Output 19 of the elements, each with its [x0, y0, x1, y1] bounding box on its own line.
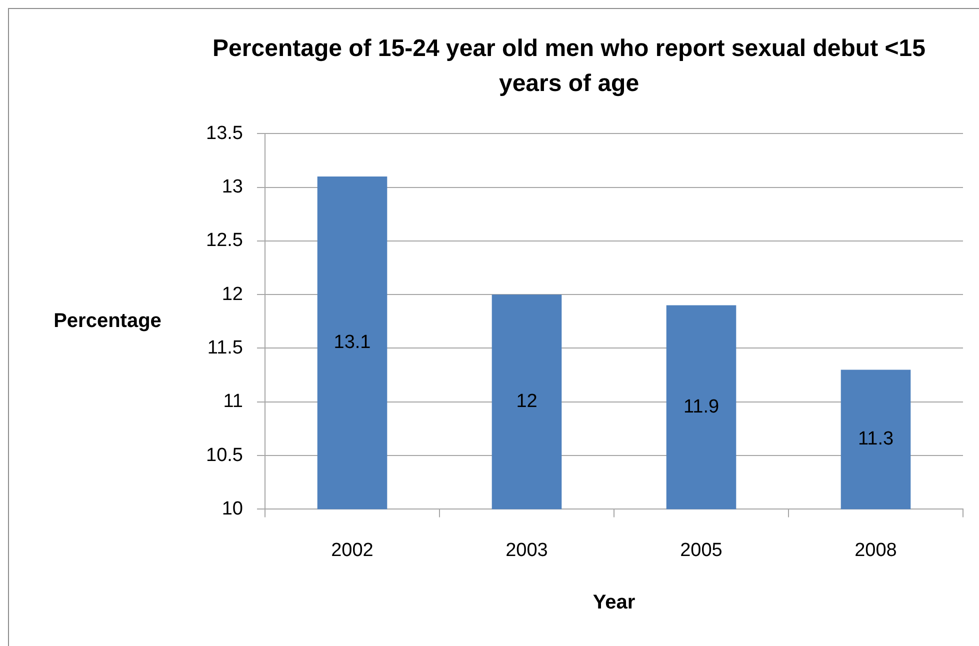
x-tick-label: 2005 — [680, 540, 722, 561]
data-label: 13.1 — [334, 332, 371, 354]
y-tick-label: 11 — [223, 391, 243, 412]
y-tick-label: 12.5 — [206, 230, 243, 252]
data-label: 11.9 — [683, 396, 720, 418]
y-tick-label: 13 — [222, 176, 243, 198]
data-label: 11.3 — [858, 428, 894, 450]
x-tick-label: 2008 — [854, 540, 897, 561]
y-axis-title: Percentage — [54, 310, 162, 332]
x-tick-label: 2003 — [506, 540, 548, 561]
y-tick-label: 11.5 — [207, 337, 243, 358]
x-axis-title: Year — [592, 592, 636, 614]
y-tick-label: 13.5 — [206, 122, 243, 144]
y-tick-label: 10.5 — [206, 444, 243, 466]
x-tick-label: 2002 — [331, 540, 374, 561]
y-tick-label: 10 — [222, 498, 243, 520]
data-label: 12 — [516, 391, 538, 412]
y-tick-label: 12 — [222, 284, 243, 305]
chart-title: Percentage of 15-24 year old men who report sexual debut <15 years of age — [212, 35, 926, 97]
